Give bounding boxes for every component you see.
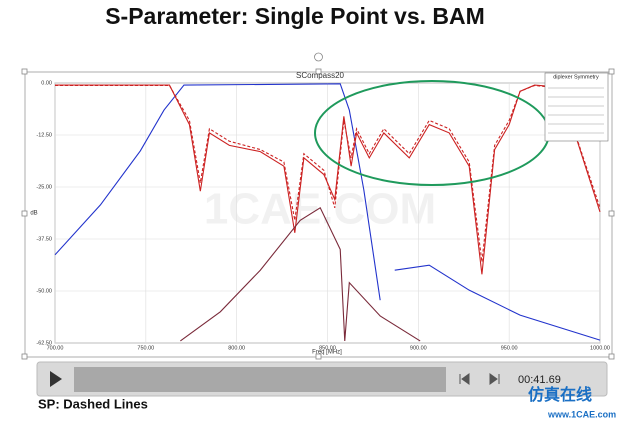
progress-bar[interactable] bbox=[74, 367, 446, 392]
series-line bbox=[394, 264, 601, 341]
plot: 0.00 -12.50 -25.00 -37.50 -50.00 -62.50700.00… bbox=[36, 80, 610, 351]
play-button[interactable] bbox=[50, 371, 62, 387]
series-line bbox=[54, 83, 381, 301]
logo-name: 仿真在线 bbox=[528, 385, 592, 404]
x-tick-label: 700.00 bbox=[47, 345, 64, 351]
x-tick-label: 800.00 bbox=[228, 345, 245, 351]
y-axis-label: dB bbox=[30, 211, 37, 217]
y-tick-label: -37.50 bbox=[36, 236, 52, 242]
logo-url: www.1CAE.com bbox=[547, 409, 616, 419]
legend-title: diplexer Symmetry bbox=[553, 74, 599, 80]
skip-back-button[interactable] bbox=[459, 373, 470, 385]
x-tick-label: 750.00 bbox=[137, 345, 154, 351]
legend bbox=[544, 72, 609, 142]
x-tick-label: 950.00 bbox=[501, 345, 518, 351]
resize-handles bbox=[21, 52, 615, 360]
y-tick-label: -12.50 bbox=[36, 132, 52, 138]
y-tick-label: -50.00 bbox=[36, 288, 52, 294]
caption: SP: Dashed Lines bbox=[38, 396, 148, 411]
series-line bbox=[180, 207, 421, 342]
legend-entries bbox=[548, 87, 604, 134]
slide-title: S-Parameter: Single Point vs. BAM bbox=[105, 3, 485, 29]
y-tick-label: -25.00 bbox=[36, 184, 52, 190]
series-line bbox=[55, 84, 601, 275]
x-tick-label: 850.00 bbox=[319, 345, 336, 351]
chart-title: SCompass20 bbox=[296, 71, 345, 80]
x-tick-label: 900.00 bbox=[410, 345, 427, 351]
y-tick-label: 0.00 bbox=[41, 80, 52, 86]
series-line bbox=[55, 84, 601, 262]
skip-forward-button[interactable] bbox=[489, 373, 500, 385]
watermark: 1CAE.COM bbox=[204, 185, 436, 234]
x-tick-label: 1000.00 bbox=[590, 345, 610, 351]
y-tick-label: -62.50 bbox=[36, 340, 52, 346]
player-time: 00:41.69 bbox=[518, 374, 561, 386]
x-axis-label: Freq [MHz] bbox=[312, 350, 342, 356]
